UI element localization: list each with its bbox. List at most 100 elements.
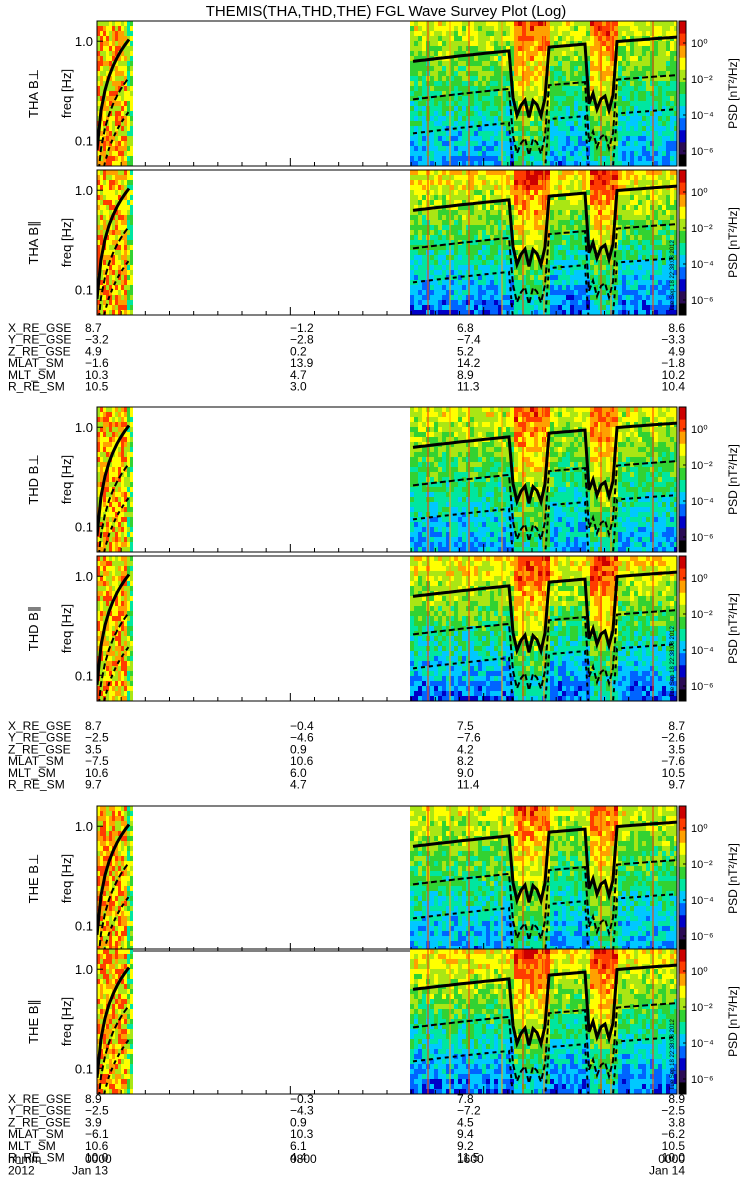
colorbar-segment xyxy=(679,1045,686,1059)
orbit-value: 11.4 xyxy=(457,778,480,792)
orbit-table: X_RE_GSE 8.7 −0.4 7.5 8.7 Y_RE_GSE −2.5 −4.6 −7.… xyxy=(8,719,685,792)
colorbar-segment xyxy=(679,1009,686,1022)
colorbar-segment xyxy=(679,254,686,268)
orbit-value: 10.6 xyxy=(290,754,314,768)
orbit-value: −7.6 xyxy=(457,731,481,745)
panel-probe-label: THD B∥ xyxy=(26,606,41,652)
colorbar-segment xyxy=(679,419,686,432)
colorbar-segment xyxy=(679,616,686,629)
colorbar-segment xyxy=(679,676,686,690)
y-axis-label: freq [Hz] xyxy=(59,455,74,504)
colorbar-segment xyxy=(679,170,686,183)
colorbar-tick-label: 10⁻⁴ xyxy=(691,259,714,271)
colorbar-segment xyxy=(679,141,686,155)
colorbar-tick-label: 10⁰ xyxy=(691,966,708,978)
orbit-value: 4.4 xyxy=(290,1151,307,1165)
orbit-row-label: Y_RE_GSE xyxy=(8,1104,71,1118)
colorbar-segment xyxy=(679,664,686,678)
cyclotron-frequency-line xyxy=(97,570,677,686)
colorbar-segment xyxy=(679,93,686,107)
y-axis-label: freq [Hz] xyxy=(59,604,74,653)
orbit-value: −4.3 xyxy=(290,1104,314,1118)
orbit-row-label: Y_RE_GSE xyxy=(8,333,71,347)
orbit-value: −3.2 xyxy=(85,333,109,347)
colorbar-segment xyxy=(679,455,686,468)
orbit-value: −1.6 xyxy=(85,356,109,370)
colorbar-segment xyxy=(679,592,686,605)
orbit-tables-layer: X_RE_GSE 8.7 −1.2 6.8 8.6 Y_RE_GSE −3.2 −2.8 −7.… xyxy=(8,321,685,1165)
half-frequency-line xyxy=(98,1002,677,1094)
y-tick-label: 1.0 xyxy=(75,183,93,198)
colorbar-tick-label: 10⁻⁶ xyxy=(691,295,714,307)
orbit-row-label: X_RE_GSE xyxy=(8,719,71,733)
colorbar-segment xyxy=(679,1057,686,1071)
colorbar-tick-label: 10⁰ xyxy=(691,187,708,199)
colorbar-segment xyxy=(679,431,686,444)
colorbar-segment xyxy=(679,568,686,581)
orbit-value: 0.9 xyxy=(290,742,307,756)
orbit-value: 8.7 xyxy=(85,321,102,335)
colorbar-label: PSD [nT²/Hz] xyxy=(726,58,740,129)
y-tick-label: 1.0 xyxy=(75,34,93,49)
y-tick-label: 1.0 xyxy=(75,962,93,977)
colorbar-segment xyxy=(679,539,686,553)
orbit-value: 4.7 xyxy=(290,368,307,382)
colorbar-segment xyxy=(679,479,686,493)
colorbar-segment xyxy=(679,830,686,843)
orbit-value: 8.6 xyxy=(668,321,685,335)
colorbar-segment xyxy=(679,194,686,207)
orbit-value: −7.6 xyxy=(661,754,685,768)
orbit-value: 0.2 xyxy=(290,344,307,358)
panel-probe-label: THD B⊥ xyxy=(26,454,41,504)
colorbar-segment xyxy=(679,806,686,819)
orbit-row-label: MLAT_SM xyxy=(8,356,64,370)
colorbar-segment xyxy=(679,129,686,143)
colorbar-segment xyxy=(679,182,686,195)
orbit-value: −0.4 xyxy=(290,719,314,733)
orbit-value: −2.8 xyxy=(290,333,314,347)
y-tick-label: 0.1 xyxy=(75,1061,93,1076)
orbit-value: 4.9 xyxy=(85,344,102,358)
orbit-value: 10.3 xyxy=(290,1127,314,1141)
orbit-row-label: R_RE_SM xyxy=(8,380,65,394)
colorbar-segment xyxy=(679,973,686,986)
colorbar: 10⁰ 10⁻² 10⁻⁴ 10⁻⁶ PSD [nT²/Hz] xyxy=(678,406,740,553)
colorbar-segment xyxy=(679,105,686,119)
orbit-row-label: R_RE_SM xyxy=(8,778,65,792)
colorbar-segment xyxy=(679,842,686,855)
orbit-value: 8.7 xyxy=(85,719,102,733)
colorbar-segment xyxy=(679,153,686,167)
colorbar-segment xyxy=(679,580,686,593)
orbit-value: 9.7 xyxy=(668,778,685,792)
colorbar-segment xyxy=(679,938,686,952)
colorbar-segment xyxy=(679,628,686,642)
colorbar-segment xyxy=(679,640,686,654)
colorbar-tick-label: 10⁻² xyxy=(691,859,713,871)
cyclotron-frequency-line xyxy=(97,421,677,537)
orbit-value: 11.3 xyxy=(457,380,480,394)
panel-probe-label: THA B∥ xyxy=(26,220,41,264)
spectrogram-image xyxy=(97,556,677,701)
colorbar-segment xyxy=(679,266,686,280)
orbit-value: 9.2 xyxy=(457,1139,474,1153)
orbit-value: 10.5 xyxy=(85,380,109,394)
orbit-value: 9.4 xyxy=(457,1127,474,1141)
colorbar-segment xyxy=(679,985,686,998)
colorbar-segment xyxy=(679,491,686,505)
cyclotron-frequency-line xyxy=(97,963,677,1079)
colorbar-segment xyxy=(679,688,686,702)
orbit-value: 9.0 xyxy=(457,766,474,780)
orbit-value: −4.6 xyxy=(290,731,314,745)
orbit-row-label: Z_RE_GSE xyxy=(8,742,71,756)
orbit-value: 4.5 xyxy=(457,1115,474,1129)
orbit-table: X_RE_GSE 8.7 −1.2 6.8 8.6 Y_RE_GSE −3.2 −2.8 −7.… xyxy=(8,321,685,394)
x-tick-label: 0000 xyxy=(85,1152,112,1166)
orbit-value: 3.0 xyxy=(290,380,307,394)
colorbar-tick-label: 10⁻⁶ xyxy=(691,681,714,693)
orbit-value: 6.1 xyxy=(290,1139,307,1153)
colorbar-segment xyxy=(679,527,686,541)
spectrogram-image xyxy=(97,21,677,166)
colorbar-tick-label: 10⁰ xyxy=(691,424,708,436)
